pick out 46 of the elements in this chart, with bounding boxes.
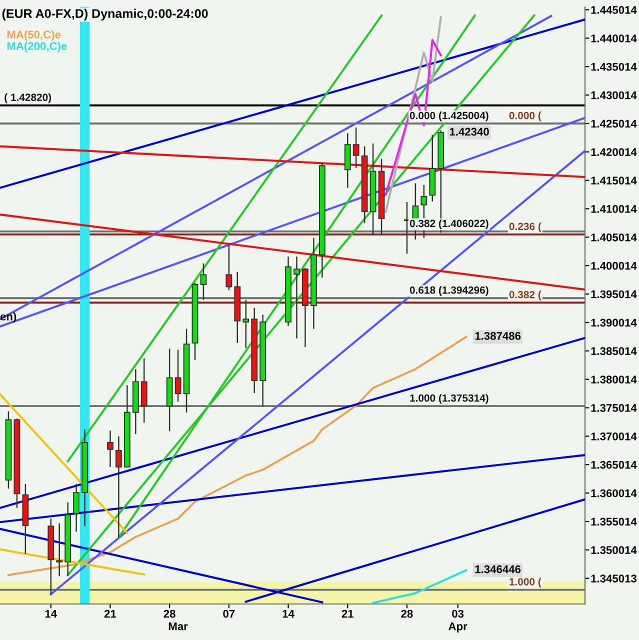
ref-line-label: 0.382 (1.406022): [410, 219, 488, 230]
y-tick-label: 1.360014: [591, 489, 637, 498]
x2-tick-label: Apr: [448, 622, 468, 632]
x-tick-label: 28: [401, 610, 413, 618]
ref-line-label: 0.618 (1.394296): [410, 286, 488, 296]
y-tick-label: 1.365014: [591, 460, 637, 469]
annotation: 0.000 (: [509, 112, 542, 122]
ref-line-label: 0.000 (1.425004): [410, 112, 488, 122]
x-tick-label: 28: [164, 610, 176, 618]
y-tick-label: 1.385014: [591, 347, 637, 356]
y-tick-label: 1.355014: [591, 518, 637, 526]
y-tick-label: 1.350014: [591, 546, 637, 554]
x-tick-label: 07: [223, 610, 235, 618]
ref-line-label: ( 1.42820): [4, 93, 52, 104]
y-tick-label: 1.390014: [591, 318, 637, 327]
x-tick-label: 21: [342, 610, 354, 618]
y-tick-label: 1.440014: [591, 34, 637, 42]
annotation: 1.346446: [475, 565, 521, 574]
x2-tick-label: Mar: [168, 622, 188, 630]
x-tick-label: 14: [45, 610, 57, 618]
y-tick-label: 1.400014: [591, 262, 637, 270]
ref-line-label: 1.000 (1.375314): [410, 394, 488, 404]
y-tick-label: 1.425014: [591, 120, 637, 128]
y-tick-label: 1.420014: [591, 148, 637, 156]
annotation: 1.42340: [450, 128, 489, 136]
y-tick-label: 1.405014: [591, 233, 637, 242]
annotation: 0.236 (: [509, 222, 542, 232]
chart-title: (EUR A0-FX,D) Dynamic,0:00-24:00: [2, 8, 208, 20]
x-tick-label: 14: [282, 610, 294, 618]
y-tick-label: 1.445014: [591, 6, 637, 14]
text: MA(200,C)e: [7, 42, 67, 52]
x-tick-label: 21: [104, 610, 116, 618]
y-tick-label: 1.375014: [591, 404, 637, 412]
y-tick-label: 1.430014: [591, 91, 637, 100]
y-tick-label: 1.435014: [591, 62, 637, 71]
y-tick-label: 1.415014: [591, 176, 637, 184]
x-tick-label: 03: [452, 610, 464, 618]
text: MA(50,C)e: [7, 30, 61, 41]
annotation: 0.382 (: [509, 290, 542, 300]
y-tick-label: 1.345013: [591, 574, 636, 582]
y-tick-label: 1.410014: [591, 205, 637, 213]
y-tick-label: 1.395014: [591, 290, 637, 298]
y-tick-label: 1.370014: [591, 432, 637, 440]
y-tick-label: 1.380014: [591, 376, 637, 384]
annotation: 1.000 (: [510, 578, 542, 588]
annotation: 1.387486: [475, 332, 521, 340]
